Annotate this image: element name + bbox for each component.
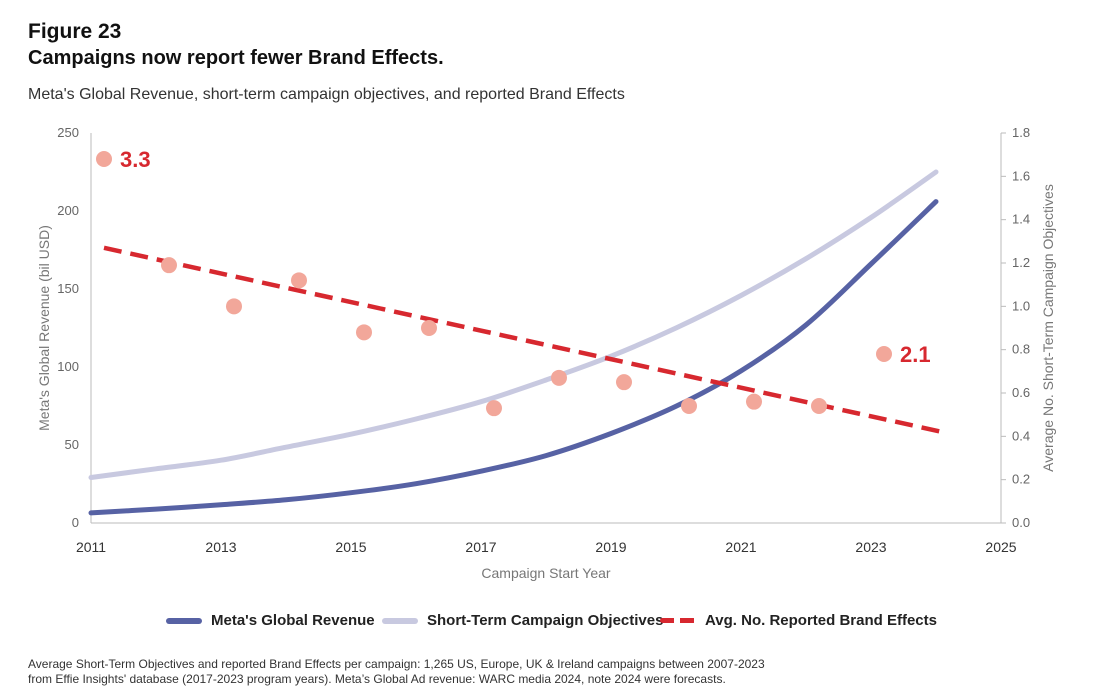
brand-effects-point xyxy=(746,393,762,410)
footnote: Average Short-Term Objectives and report… xyxy=(28,657,1108,687)
legend-label-short-term: Short-Term Campaign Objectives xyxy=(427,612,664,629)
x-tick-label: 2013 xyxy=(205,539,236,555)
brand-effects-point xyxy=(226,298,242,315)
legend-item-brand-effects: Avg. No. Reported Brand Effects xyxy=(660,612,937,629)
x-tick-label: 2021 xyxy=(725,539,756,555)
axes-group: 0 50 100 150 200 250 0.0 0.2 0.4 0.6 0.8 1.0 1.2 1.4 1… xyxy=(57,125,1030,555)
brand-effects-point xyxy=(421,320,437,336)
y-left-tick-label: 150 xyxy=(57,281,79,296)
brand-effects-point xyxy=(96,151,112,167)
brand-effects-point xyxy=(681,398,697,414)
legend-swatch-brand-effects xyxy=(660,618,696,623)
series-line-short-term-objectives xyxy=(88,169,939,480)
annotation-end-value: 2.1 xyxy=(900,342,931,367)
chart-title: Campaigns now report fewer Brand Effects… xyxy=(28,47,444,69)
legend-swatch-revenue xyxy=(166,617,202,624)
y-right-tick-label: 1.8 xyxy=(1012,125,1030,140)
y-left-tick-label: 100 xyxy=(57,359,79,374)
chart-legend: Meta's Global Revenue Short-Term Campaig… xyxy=(0,612,1120,638)
y-right-tick-label: 0.8 xyxy=(1012,342,1030,357)
y-left-tick-label: 200 xyxy=(57,203,79,218)
annotation-layer: 3.3 2.1 xyxy=(120,147,931,367)
brand-effects-point xyxy=(486,400,502,417)
x-tick-label: 2025 xyxy=(985,539,1016,555)
y-right-tick-label: 0.2 xyxy=(1012,472,1030,487)
legend-label-revenue: Meta's Global Revenue xyxy=(211,612,375,629)
y-right-tick-label: 0.6 xyxy=(1012,385,1030,400)
y-left-tick-label: 250 xyxy=(57,125,79,140)
brand-effects-point xyxy=(291,272,307,289)
y-left-tick-label: 0 xyxy=(72,515,79,530)
footnote-line-2: from Effie Insights' database (2017-2023… xyxy=(28,672,726,686)
x-tick-label: 2011 xyxy=(76,539,106,555)
brand-effects-point xyxy=(356,324,372,341)
chart-subtitle: Meta's Global Revenue, short-term campai… xyxy=(28,86,625,103)
y-right-tick-label: 1.6 xyxy=(1012,168,1030,183)
legend-item-short-term: Short-Term Campaign Objectives xyxy=(382,612,663,629)
annotation-start-value: 3.3 xyxy=(120,147,151,172)
y-axis-left-title: Meta's Global Revenue (bil USD) xyxy=(36,225,52,431)
x-tick-label: 2017 xyxy=(465,539,496,555)
scatter-layer xyxy=(96,151,892,417)
y-right-tick-label: 1.4 xyxy=(1012,212,1030,227)
series-layer xyxy=(88,169,943,516)
brand-effects-point xyxy=(161,257,177,274)
x-tick-label: 2019 xyxy=(595,539,626,555)
x-axis-title: Campaign Start Year xyxy=(481,565,611,581)
x-tick-label: 2023 xyxy=(855,539,886,555)
figure-number: Figure 23 xyxy=(28,20,122,43)
x-tick-label: 2015 xyxy=(335,539,366,555)
chart-svg: 0 50 100 150 200 250 0.0 0.2 0.4 0.6 0.8 1.0 1.2 1.4 1… xyxy=(36,125,1056,581)
trendline-brand-effects xyxy=(103,245,943,435)
series-line-revenue xyxy=(88,199,939,516)
y-right-tick-label: 0.0 xyxy=(1012,515,1030,530)
footnote-line-1: Average Short-Term Objectives and report… xyxy=(28,657,765,671)
brand-effects-point xyxy=(616,374,632,391)
brand-effects-point xyxy=(811,398,827,414)
y-axis-right-title: Average No. Short-Term Campaign Objectiv… xyxy=(1040,184,1056,472)
brand-effects-point xyxy=(876,346,892,362)
y-right-tick-label: 1.2 xyxy=(1012,255,1030,270)
y-right-tick-label: 1.0 xyxy=(1012,298,1030,313)
legend-item-revenue: Meta's Global Revenue xyxy=(166,612,375,629)
y-right-tick-label: 0.4 xyxy=(1012,428,1030,443)
y-left-tick-label: 50 xyxy=(65,437,79,452)
legend-swatch-short-term xyxy=(382,617,418,624)
legend-label-brand-effects: Avg. No. Reported Brand Effects xyxy=(705,612,937,629)
brand-effects-point xyxy=(551,369,567,386)
